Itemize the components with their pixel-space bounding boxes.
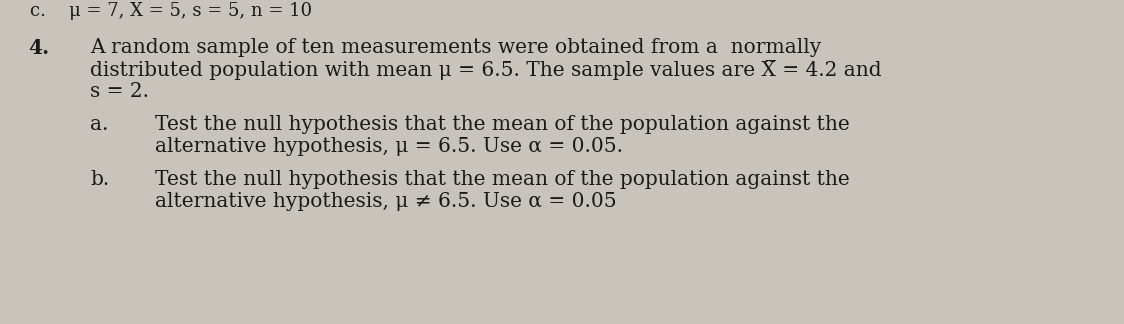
Text: alternative hypothesis, μ = 6.5. Use α = 0.05.: alternative hypothesis, μ = 6.5. Use α =… bbox=[155, 137, 623, 156]
Text: b.: b. bbox=[90, 170, 109, 189]
Text: A random sample of ten measurements were obtained from a  normally: A random sample of ten measurements were… bbox=[90, 38, 822, 57]
Text: 4.: 4. bbox=[28, 38, 49, 58]
Text: Test the null hypothesis that the mean of the population against the: Test the null hypothesis that the mean o… bbox=[155, 115, 850, 134]
Text: c.    μ = 7, X = 5, s = 5, n = 10: c. μ = 7, X = 5, s = 5, n = 10 bbox=[30, 2, 312, 20]
Text: a.: a. bbox=[90, 115, 108, 134]
Text: Test the null hypothesis that the mean of the population against the: Test the null hypothesis that the mean o… bbox=[155, 170, 850, 189]
Text: alternative hypothesis, μ ≠ 6.5. Use α = 0.05: alternative hypothesis, μ ≠ 6.5. Use α =… bbox=[155, 192, 617, 211]
Text: s = 2.: s = 2. bbox=[90, 82, 149, 101]
Text: distributed population with mean μ = 6.5. The sample values are X̅ = 4.2 and: distributed population with mean μ = 6.5… bbox=[90, 60, 881, 80]
